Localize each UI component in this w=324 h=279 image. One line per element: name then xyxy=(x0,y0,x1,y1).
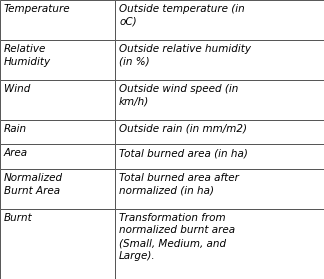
Text: Outside wind speed (in
km/h): Outside wind speed (in km/h) xyxy=(119,84,238,107)
Bar xyxy=(115,0,324,40)
Text: Wind: Wind xyxy=(4,84,30,94)
Text: Outside relative humidity
(in %): Outside relative humidity (in %) xyxy=(119,44,251,67)
Bar xyxy=(115,80,324,120)
Bar xyxy=(115,40,324,80)
Bar xyxy=(0,80,115,120)
Text: Relative
Humidity: Relative Humidity xyxy=(4,44,51,67)
Bar xyxy=(0,120,115,144)
Bar xyxy=(0,209,115,279)
Bar xyxy=(115,144,324,169)
Text: Outside temperature (in
oC): Outside temperature (in oC) xyxy=(119,4,245,27)
Text: Total burned area after
normalized (in ha): Total burned area after normalized (in h… xyxy=(119,173,239,196)
Bar xyxy=(0,169,115,209)
Bar xyxy=(115,209,324,279)
Bar xyxy=(0,40,115,80)
Bar xyxy=(0,0,115,40)
Bar xyxy=(0,144,115,169)
Text: Outside rain (in mm/m2): Outside rain (in mm/m2) xyxy=(119,124,247,134)
Text: Normalized
Burnt Area: Normalized Burnt Area xyxy=(4,173,63,196)
Text: Transformation from
normalized burnt area
(Small, Medium, and
Large).: Transformation from normalized burnt are… xyxy=(119,213,235,261)
Text: Total burned area (in ha): Total burned area (in ha) xyxy=(119,148,248,158)
Text: Burnt: Burnt xyxy=(4,213,33,223)
Bar xyxy=(115,169,324,209)
Text: Temperature: Temperature xyxy=(4,4,71,14)
Bar xyxy=(115,120,324,144)
Text: Rain: Rain xyxy=(4,124,27,134)
Text: Area: Area xyxy=(4,148,28,158)
